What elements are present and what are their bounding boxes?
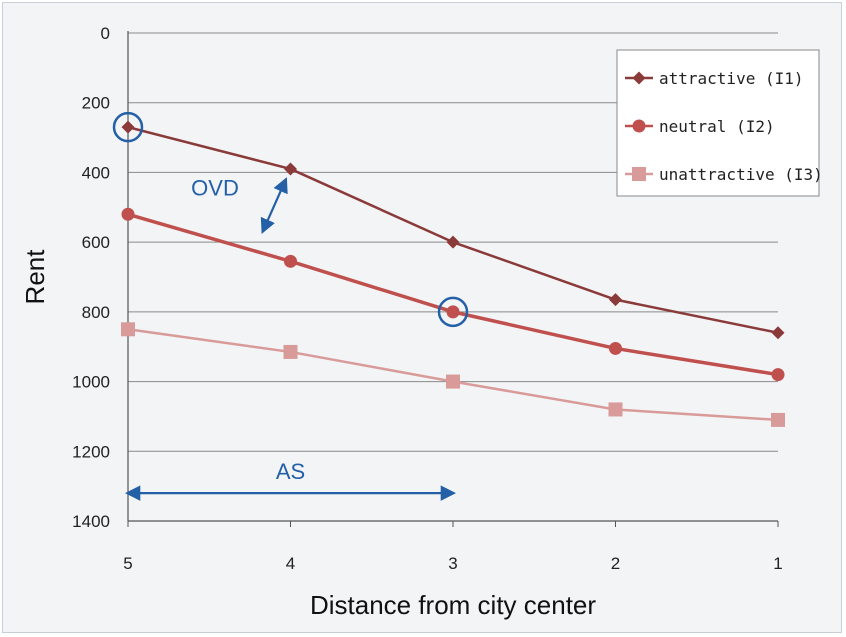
highlight-circle [437,296,469,328]
y-axis-title: Rent [20,249,50,305]
data-point [284,162,297,176]
y-tick-label: 600 [82,233,110,252]
x-tick-label: 2 [611,554,620,573]
legend-label: neutral (I2) [659,117,775,136]
annotation-arrow [260,177,288,234]
data-point [284,254,297,268]
legend-marker [632,71,646,85]
annotation-label: AS [276,459,305,484]
data-point [283,344,298,359]
y-tick-label: 1000 [72,373,110,392]
y-tick-label: 1200 [72,442,110,461]
annotation-label: OVD [191,176,239,201]
x-tick-label: 3 [448,554,457,573]
y-tick-label: 200 [82,94,110,113]
legend-label: unattractive (I3) [659,165,823,184]
data-point [771,412,785,427]
legend-marker [632,167,646,181]
highlight-circle [112,111,144,143]
x-tick-label: 5 [123,554,132,573]
y-tick-label: 400 [82,163,110,182]
legend-label: attractive (I1) [659,69,804,88]
data-point [609,341,622,355]
data-point [771,326,785,340]
legend-marker [632,119,646,133]
annotations: OVD AS [112,111,469,501]
x-tick-label: 1 [773,554,782,573]
data-point [446,305,460,319]
data-point [446,235,460,249]
legend: attractive (I1) neutral (I2) unattractive … [616,49,823,197]
y-tick-label: 1400 [72,512,110,531]
data-point [608,402,623,417]
x-tick-label: 4 [286,554,295,573]
y-tick-label: 0 [101,24,110,43]
y-tick-label: 800 [82,303,110,322]
x-axis-title: Distance from city center [310,590,596,620]
data-point [771,368,785,382]
series-lines [121,120,785,427]
legend-box [616,49,820,197]
data-point [121,322,135,337]
data-point [121,120,135,134]
data-point [446,374,460,389]
data-point [121,207,135,221]
data-point [609,293,622,307]
